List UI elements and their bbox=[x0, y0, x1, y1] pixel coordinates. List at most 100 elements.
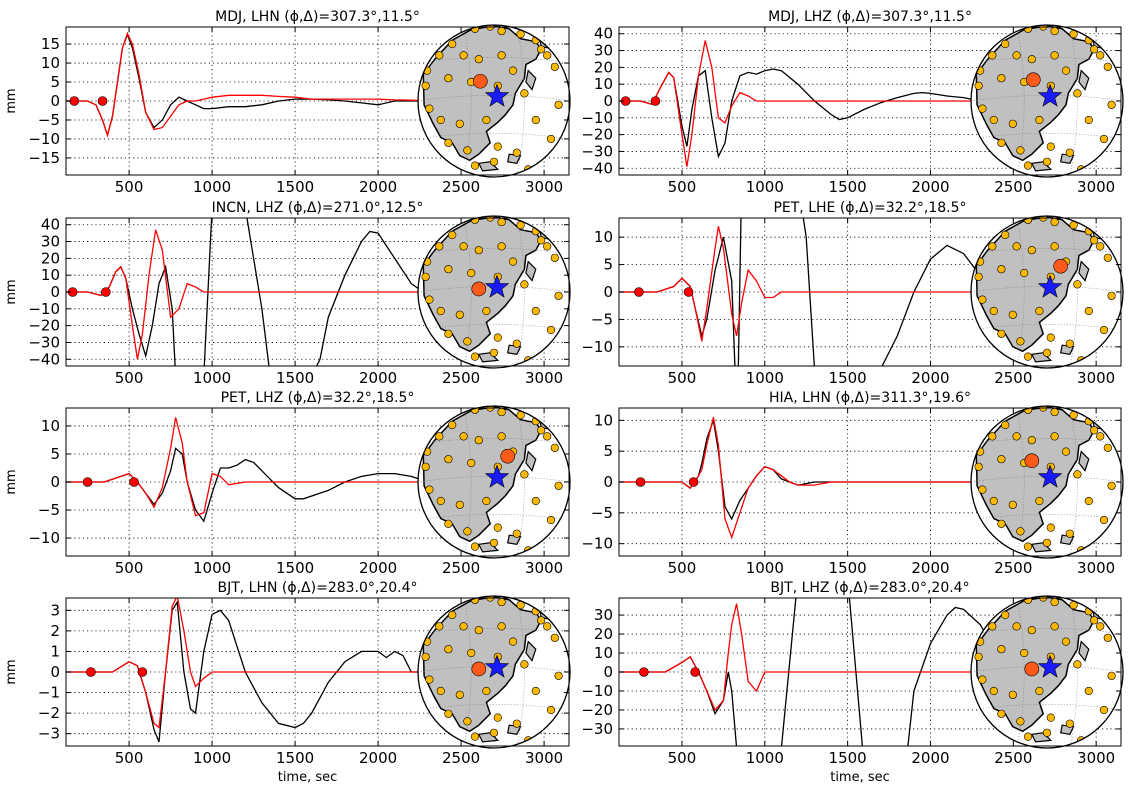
y-tick-label: 10 bbox=[594, 228, 613, 246]
station-dot bbox=[978, 675, 987, 684]
inset-map bbox=[970, 405, 1124, 559]
x-tick-label: 500 bbox=[115, 178, 144, 196]
station-dot bbox=[989, 686, 998, 696]
station-dot bbox=[554, 291, 563, 300]
station-dot bbox=[1016, 337, 1025, 346]
epicenter-star bbox=[1037, 83, 1063, 107]
station-dot bbox=[1065, 719, 1074, 728]
station-dot bbox=[989, 115, 998, 125]
station-dot bbox=[546, 325, 556, 335]
station-dot bbox=[516, 411, 525, 420]
station-dot bbox=[1073, 660, 1082, 669]
station-dot bbox=[1016, 527, 1025, 536]
station-dot bbox=[1061, 66, 1071, 75]
station-dot bbox=[1096, 242, 1105, 251]
station-dot bbox=[1084, 115, 1093, 125]
y-tick-label: 10 bbox=[41, 266, 60, 284]
y-tick-label: 10 bbox=[594, 75, 613, 93]
y-tick-label: 0 bbox=[603, 473, 613, 491]
x-tick-label: 3000 bbox=[525, 559, 563, 577]
y-tick-label: 30 bbox=[41, 233, 60, 251]
station-dot bbox=[463, 337, 472, 346]
station-dot bbox=[1050, 217, 1059, 227]
station-dot bbox=[1050, 26, 1059, 36]
station-dot bbox=[1061, 447, 1071, 456]
y-tick-label: −1 bbox=[38, 684, 60, 702]
station-dot bbox=[455, 310, 464, 319]
y-tick-label: 40 bbox=[594, 25, 613, 43]
panel-title: PET, LHZ (ϕ,Δ)=32.2°,18.5° bbox=[221, 390, 415, 406]
station-dot bbox=[1023, 732, 1033, 741]
station-dot bbox=[421, 652, 430, 661]
station-dot bbox=[455, 690, 464, 699]
station-dot bbox=[421, 272, 430, 281]
station-dot bbox=[543, 51, 552, 60]
x-tick-label: 2000 bbox=[359, 178, 397, 196]
panel-3: 500 1000 1500 2000 2500 3000 403020100−10−20−3… bbox=[4, 200, 571, 387]
x-tick-label: 1000 bbox=[193, 369, 231, 387]
station-dot bbox=[989, 306, 998, 316]
station-dot bbox=[1107, 100, 1116, 109]
station-dot bbox=[497, 407, 506, 417]
station-dot bbox=[1042, 348, 1052, 357]
x-tick-label: 2000 bbox=[911, 178, 949, 196]
y-tick-label: −2 bbox=[38, 704, 60, 722]
station-dot bbox=[1069, 221, 1078, 230]
y-tick-label: 30 bbox=[594, 606, 613, 624]
station-dot bbox=[520, 280, 529, 289]
inset-map bbox=[417, 24, 571, 178]
y-tick-label: 0 bbox=[603, 92, 613, 110]
station-dot bbox=[459, 622, 468, 631]
x-tick-label: 1500 bbox=[829, 178, 867, 196]
station-dot bbox=[1099, 705, 1109, 715]
x-tick-label: 3000 bbox=[1077, 559, 1115, 577]
station-dot bbox=[470, 542, 480, 551]
y-tick-label: 0 bbox=[603, 283, 613, 301]
station-dot bbox=[512, 148, 521, 157]
x-tick-label: 1500 bbox=[829, 369, 867, 387]
station-dot bbox=[489, 348, 499, 357]
y-axis-label: mm bbox=[4, 88, 19, 113]
station-dot bbox=[1027, 626, 1036, 635]
station-dot bbox=[974, 462, 983, 471]
station-dot bbox=[516, 601, 525, 610]
x-tick-label: 1000 bbox=[746, 178, 784, 196]
y-tick-label: −10 bbox=[581, 682, 613, 700]
station-dot bbox=[497, 242, 506, 251]
x-tick-label: 500 bbox=[115, 369, 144, 387]
station-dot bbox=[436, 306, 445, 316]
station-dot bbox=[537, 616, 546, 625]
y-tick-label: 40 bbox=[41, 216, 60, 234]
selected-station bbox=[1024, 661, 1040, 677]
land bbox=[422, 25, 542, 162]
station-dot bbox=[1099, 515, 1109, 525]
station-dot bbox=[1008, 690, 1017, 699]
panel-title: BJT, LHN (ϕ,Δ)=283.0°,20.4° bbox=[217, 580, 417, 596]
inset-map bbox=[417, 405, 571, 559]
station-dot bbox=[1050, 407, 1059, 417]
y-tick-label: 10 bbox=[594, 644, 613, 662]
station-dot bbox=[1027, 55, 1036, 64]
x-tick-label: 1000 bbox=[193, 559, 231, 577]
station-dot bbox=[997, 645, 1006, 654]
station-dot bbox=[474, 626, 483, 635]
station-dot bbox=[554, 481, 563, 490]
x-tick-label: 2500 bbox=[994, 749, 1032, 767]
observed-trace bbox=[66, 600, 445, 743]
x-tick-label: 2500 bbox=[442, 559, 480, 577]
station-dot bbox=[1099, 134, 1109, 144]
station-dot bbox=[974, 81, 983, 90]
epicenter-star bbox=[484, 274, 510, 298]
x-tick-label: 500 bbox=[115, 749, 144, 767]
station-dot bbox=[497, 597, 506, 607]
station-dot bbox=[474, 246, 483, 255]
station-dot bbox=[497, 51, 506, 60]
station-dot bbox=[459, 51, 468, 60]
panel-6: 500 1000 1500 2000 2500 3000 10 5 0 −5 −10 HIA, LHN… bbox=[581, 390, 1124, 577]
station-dot bbox=[425, 485, 434, 494]
station-dot bbox=[988, 432, 997, 441]
x-tick-label: 2000 bbox=[911, 749, 949, 767]
station-dot bbox=[512, 719, 521, 728]
observed-trace bbox=[619, 420, 997, 521]
epicenter-star bbox=[1037, 464, 1063, 488]
